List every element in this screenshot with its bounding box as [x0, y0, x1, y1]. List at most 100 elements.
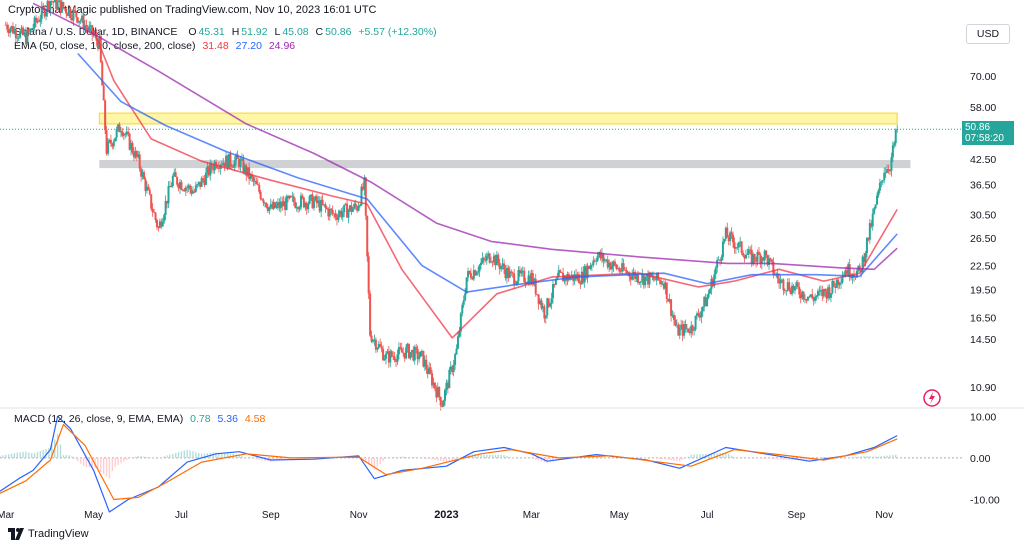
- candle-body: [63, 7, 66, 9]
- macd-histogram-bar: [880, 456, 883, 458]
- candle-body: [166, 200, 169, 204]
- candle-body: [590, 264, 593, 266]
- macd-histogram-bar: [785, 457, 788, 460]
- candle-body: [164, 200, 167, 215]
- macd-histogram-bar: [195, 452, 197, 458]
- candle-body: [616, 268, 619, 269]
- candle-body: [744, 254, 747, 259]
- candle-body: [494, 255, 497, 266]
- macd-histogram-bar: [249, 457, 252, 459]
- macd-histogram-bar: [42, 450, 44, 458]
- candle-body: [47, 1, 50, 11]
- candle-body: [730, 232, 733, 235]
- macd-histogram-bar: [722, 452, 724, 458]
- candle-body: [200, 178, 203, 187]
- macd-histogram-bar: [295, 457, 298, 460]
- candle-body: [325, 207, 328, 209]
- time-tick-label: Jul: [701, 510, 714, 521]
- candle-body: [37, 20, 40, 22]
- candle-body: [631, 275, 634, 280]
- candle-body: [517, 269, 520, 282]
- candle-body: [361, 186, 364, 190]
- macd-histogram-bar: [39, 451, 42, 458]
- macd-histogram-bar: [51, 444, 53, 458]
- macd-histogram-bar: [65, 455, 67, 458]
- candle-body: [642, 274, 645, 286]
- candle-body: [60, 2, 63, 13]
- candle-body: [534, 278, 537, 295]
- footer-brand[interactable]: TradingView: [8, 528, 89, 540]
- candle-body: [618, 268, 621, 272]
- candle-body: [295, 207, 298, 208]
- macd-histogram-bar: [696, 454, 698, 458]
- candle-body: [285, 196, 288, 210]
- candle-body: [629, 276, 632, 280]
- candle-body: [334, 213, 337, 218]
- macd-histogram-bar: [362, 457, 364, 461]
- candle-body: [664, 282, 667, 289]
- macd-histogram-bar: [854, 456, 857, 458]
- candle-body: [648, 272, 651, 285]
- high-value: 51.92: [241, 26, 268, 38]
- candle-body: [256, 184, 259, 185]
- time-tick-label: 2023: [434, 509, 458, 521]
- candle-body: [672, 314, 675, 321]
- macd-histogram-bar: [439, 457, 442, 461]
- time-tick-label: Nov: [350, 510, 368, 521]
- macd-histogram-bar: [399, 456, 402, 458]
- currency-selector[interactable]: USD: [966, 24, 1010, 44]
- macd-histogram-bar: [7, 454, 10, 458]
- macd-histogram-bar: [137, 455, 139, 458]
- macd-histogram-bar: [693, 454, 695, 458]
- candle-body: [122, 133, 125, 136]
- candle-body: [324, 204, 327, 208]
- candle-body: [184, 187, 187, 192]
- candle-body: [481, 257, 484, 263]
- candle-body: [867, 237, 870, 240]
- macd-histogram-bar: [30, 453, 33, 458]
- candle-body: [441, 405, 444, 407]
- macd-histogram-bar: [241, 455, 243, 458]
- macd-histogram-bar: [552, 457, 554, 462]
- flash-icon[interactable]: [923, 389, 941, 407]
- candle-body: [377, 344, 380, 349]
- candle-body: [769, 258, 772, 260]
- macd-histogram-bar: [140, 456, 142, 458]
- candle-body: [445, 382, 448, 390]
- macd-histogram-bar: [477, 454, 479, 458]
- candle-body: [187, 185, 190, 188]
- macd-histogram-bar: [379, 457, 381, 465]
- macd-histogram-bar: [169, 454, 171, 458]
- macd-histogram-bar: [5, 454, 7, 458]
- candle-body: [20, 27, 23, 32]
- candle-body: [834, 286, 837, 288]
- candle-body: [238, 158, 241, 167]
- candle-body: [485, 255, 488, 261]
- candle-body: [634, 271, 637, 279]
- candle-body: [423, 359, 426, 367]
- candle-body: [379, 344, 382, 347]
- candle-body: [736, 247, 739, 249]
- macd-histogram-bar: [100, 457, 102, 473]
- candle-body: [4, 24, 7, 26]
- time-tick-label: Mar: [0, 510, 15, 521]
- macd-histogram-bar: [506, 455, 508, 458]
- candle-body: [111, 143, 114, 147]
- candle-body: [433, 382, 436, 389]
- macd-histogram-bar: [25, 451, 27, 458]
- candle-body: [307, 203, 310, 210]
- macd-histogram-bar: [428, 457, 430, 460]
- candle-body: [454, 354, 457, 365]
- candle-body: [400, 348, 403, 353]
- time-tick-label: Mar: [523, 510, 541, 521]
- candle-body: [412, 349, 415, 361]
- candle-body: [118, 124, 121, 133]
- macd-histogram-bar: [690, 454, 692, 458]
- candle-body: [456, 336, 459, 349]
- candle-body: [7, 29, 10, 34]
- ema200-value: 24.96: [268, 40, 296, 52]
- macd-histogram-bar: [448, 457, 451, 462]
- candle-body: [128, 133, 131, 150]
- candle-body: [540, 300, 543, 309]
